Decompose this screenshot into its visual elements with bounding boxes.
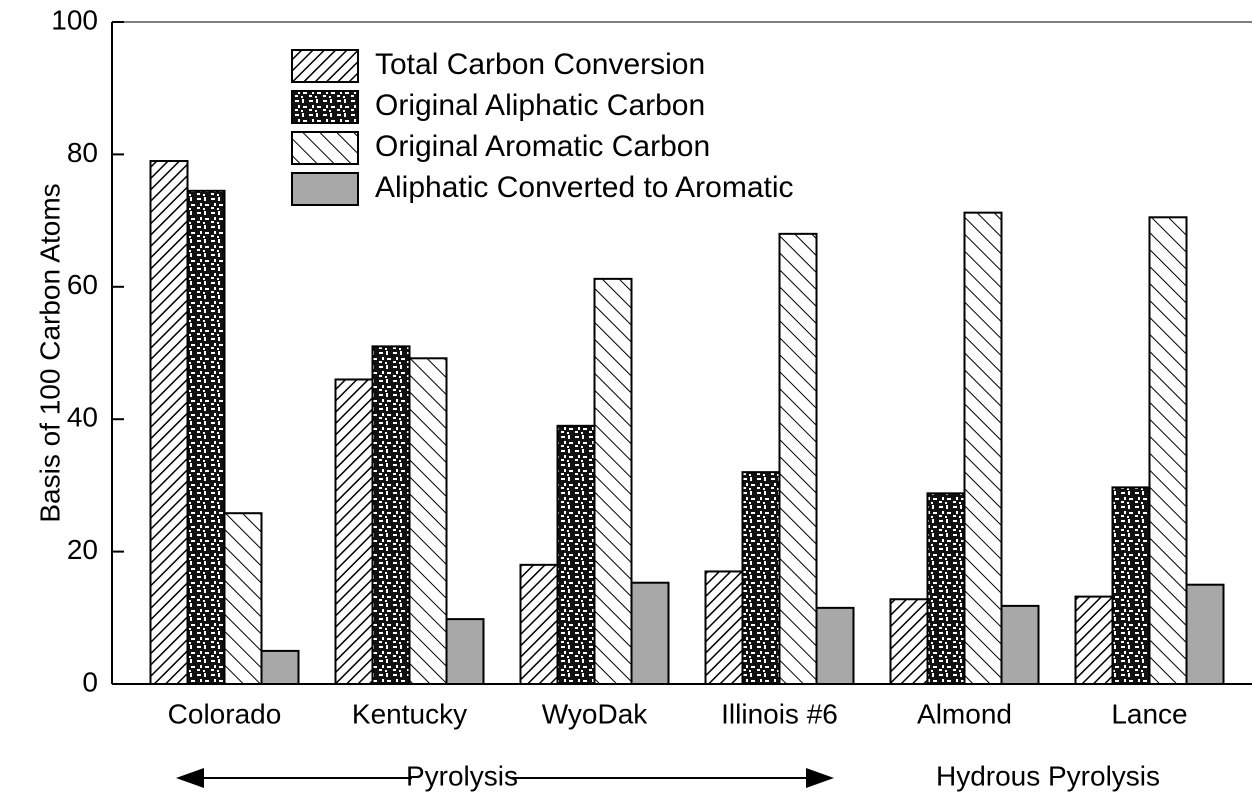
- bar: [1074, 595, 1114, 686]
- bar: [149, 160, 189, 685]
- bar: [223, 512, 263, 685]
- bar: [371, 345, 411, 685]
- y-tick-label: 60: [67, 269, 98, 300]
- legend-label: Total Carbon Conversion: [375, 48, 705, 81]
- bar: [556, 424, 596, 685]
- bar: [1000, 604, 1040, 685]
- y-tick-label: 0: [82, 666, 98, 697]
- bar: [186, 189, 226, 685]
- bar: [741, 471, 781, 685]
- bar: [815, 606, 855, 685]
- y-tick-label: 100: [51, 4, 98, 35]
- legend-swatch: [291, 49, 359, 83]
- bar: [963, 211, 1003, 685]
- bar: [1111, 486, 1151, 685]
- y-tick-label: 20: [67, 534, 98, 565]
- x-tick-label: Lance: [1111, 698, 1187, 729]
- legend-swatch: [291, 131, 359, 165]
- bar: [1148, 216, 1188, 685]
- x-tick-label: Illinois #6: [721, 698, 838, 729]
- legend-label: Original Aromatic Carbon: [375, 130, 710, 163]
- x-tick-label: Almond: [917, 698, 1012, 729]
- legend-label: Original Aliphatic Carbon: [375, 89, 705, 122]
- annotation: Pyrolysis: [406, 760, 518, 791]
- bar: [593, 277, 633, 685]
- annotation: Hydrous Pyrolysis: [936, 760, 1160, 791]
- y-axis-label: Basis of 100 Carbon Atoms: [34, 183, 65, 522]
- bar: [889, 598, 929, 685]
- bar: [630, 581, 670, 685]
- bar: [778, 232, 818, 685]
- legend-swatch: [291, 90, 359, 124]
- legend-swatch: [291, 172, 359, 206]
- legend-label: Aliphatic Converted to Aromatic: [375, 171, 794, 204]
- bar: [926, 492, 966, 685]
- x-tick-label: Kentucky: [352, 698, 467, 729]
- bar: [408, 357, 448, 685]
- bar: [445, 618, 485, 686]
- bar: [260, 649, 300, 686]
- bar: [519, 563, 559, 686]
- bar: [704, 570, 744, 686]
- x-tick-label: WyoDak: [542, 698, 649, 729]
- x-tick-label: Colorado: [168, 698, 282, 729]
- bar: [1185, 583, 1225, 686]
- y-tick-label: 80: [67, 137, 98, 168]
- bar: [334, 378, 374, 685]
- y-tick-label: 40: [67, 402, 98, 433]
